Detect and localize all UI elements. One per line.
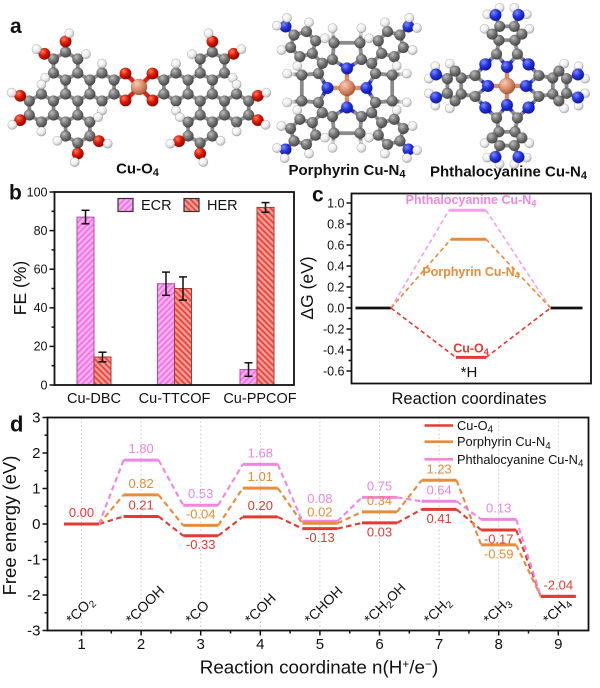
svg-text:0.03: 0.03: [367, 524, 392, 539]
svg-text:Porphyrin Cu-N4: Porphyrin Cu-N4: [422, 265, 519, 281]
svg-text:-0.59: -0.59: [484, 546, 514, 561]
svg-text:1.23: 1.23: [426, 461, 451, 476]
svg-text:0.53: 0.53: [188, 486, 213, 501]
svg-text:1.80: 1.80: [128, 441, 153, 456]
svg-text:0.34: 0.34: [367, 493, 392, 508]
svg-text:60: 60: [34, 263, 48, 277]
svg-text:d: d: [10, 412, 23, 437]
svg-text:-3: -3: [27, 623, 40, 640]
svg-text:0.6: 0.6: [327, 238, 344, 252]
svg-text:-0.13: -0.13: [305, 530, 335, 545]
svg-text:Cu-O4: Cu-O4: [116, 161, 160, 180]
svg-text:1: 1: [32, 481, 40, 498]
svg-text:40: 40: [34, 301, 48, 315]
svg-text:80: 80: [34, 224, 48, 238]
svg-text:Cu-TTCOF: Cu-TTCOF: [139, 391, 211, 407]
svg-text:1.01: 1.01: [248, 469, 273, 484]
svg-text:ECR: ECR: [141, 198, 172, 214]
svg-text:0.2: 0.2: [327, 280, 344, 294]
svg-text:-1: -1: [27, 552, 40, 569]
svg-text:1: 1: [77, 636, 85, 653]
svg-text:3: 3: [32, 410, 40, 427]
svg-text:-0.04: -0.04: [186, 506, 216, 521]
svg-text:-0.4: -0.4: [323, 343, 345, 357]
svg-text:7: 7: [435, 636, 443, 653]
svg-text:6: 6: [375, 636, 383, 653]
svg-text:0.8: 0.8: [327, 217, 344, 231]
svg-text:1.0: 1.0: [327, 196, 344, 210]
svg-text:8: 8: [495, 636, 503, 653]
svg-text:2: 2: [137, 636, 145, 653]
svg-text:0.64: 0.64: [426, 482, 451, 497]
svg-text:*H: *H: [461, 364, 478, 381]
svg-text:c: c: [312, 184, 324, 207]
svg-text:0.00: 0.00: [69, 505, 94, 520]
svg-text:Reaction coordinate n(H+/e−): Reaction coordinate n(H+/e−): [200, 657, 439, 678]
svg-text:0: 0: [32, 516, 40, 533]
svg-text:100: 100: [27, 185, 48, 199]
svg-text:Phthalocyanine Cu-N4: Phthalocyanine Cu-N4: [430, 164, 588, 183]
svg-text:0: 0: [41, 378, 48, 392]
svg-text:-0.6: -0.6: [323, 364, 345, 378]
svg-text:0.02: 0.02: [307, 504, 332, 519]
svg-text:0.21: 0.21: [128, 498, 153, 513]
svg-text:0.13: 0.13: [486, 500, 511, 515]
svg-text:HER: HER: [207, 198, 238, 214]
svg-text:Phthalocyanine Cu-N4: Phthalocyanine Cu-N4: [457, 452, 584, 470]
svg-text:-2: -2: [27, 587, 40, 604]
svg-text:3: 3: [197, 636, 205, 653]
svg-text:0.0: 0.0: [327, 301, 344, 315]
svg-text:ΔG (eV): ΔG (eV): [297, 256, 317, 319]
svg-text:Cu-O4: Cu-O4: [453, 342, 489, 358]
svg-text:-0.2: -0.2: [323, 322, 345, 336]
svg-text:FE (%): FE (%): [10, 261, 30, 315]
svg-text:Porphyrin Cu-N4: Porphyrin Cu-N4: [457, 434, 551, 452]
svg-text:4: 4: [256, 636, 264, 653]
svg-text:0.08: 0.08: [307, 491, 332, 506]
svg-text:Free energy (eV): Free energy (eV): [0, 456, 20, 596]
svg-text:1.68: 1.68: [248, 445, 273, 460]
svg-text:-0.17: -0.17: [484, 532, 514, 547]
svg-text:20: 20: [34, 340, 48, 354]
svg-text:Cu-DBC: Cu-DBC: [67, 391, 121, 407]
svg-text:-2.04: -2.04: [543, 577, 573, 592]
svg-text:a: a: [10, 15, 22, 38]
svg-text:Porphyrin Cu-N4: Porphyrin Cu-N4: [289, 162, 407, 181]
svg-text:5: 5: [316, 636, 324, 653]
svg-text:0.41: 0.41: [426, 511, 451, 526]
svg-text:2: 2: [32, 445, 40, 462]
svg-text:Phthalocyanine Cu-N4: Phthalocyanine Cu-N4: [406, 193, 537, 209]
svg-text:Reaction coordinates: Reaction coordinates: [391, 390, 546, 408]
svg-text:0.4: 0.4: [327, 259, 344, 273]
svg-text:9: 9: [554, 636, 562, 653]
svg-text:0.75: 0.75: [367, 478, 392, 493]
svg-text:-0.33: -0.33: [186, 537, 216, 552]
svg-text:Cu-PPCOF: Cu-PPCOF: [223, 391, 296, 407]
svg-text:0.82: 0.82: [128, 476, 153, 491]
svg-text:0.20: 0.20: [248, 498, 273, 513]
svg-text:Cu-O4: Cu-O4: [457, 418, 494, 436]
svg-text:b: b: [9, 182, 22, 205]
